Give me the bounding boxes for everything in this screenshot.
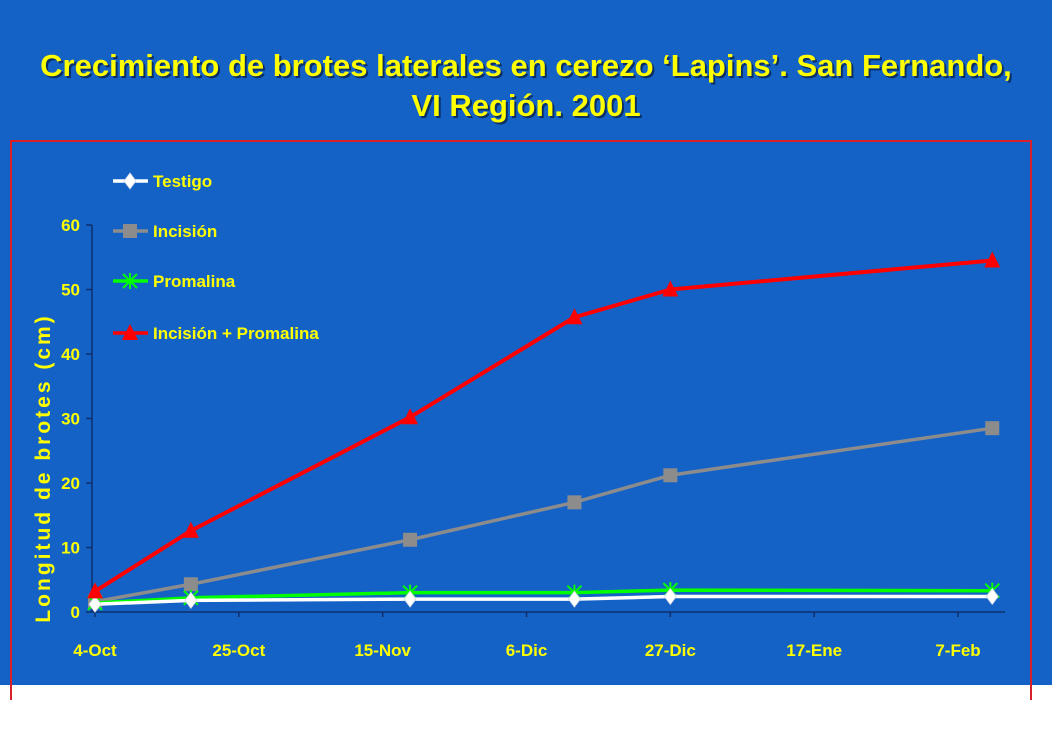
data-point-series-1 [183, 577, 198, 592]
y-tick-label: 40 [61, 345, 80, 364]
y-tick-label: 50 [61, 281, 80, 300]
data-point-series-0 [184, 591, 198, 610]
y-tick-label: 10 [61, 539, 80, 558]
data-point-series-0 [403, 590, 417, 608]
y-axis-title: Longitud de brotes (cm) [32, 313, 55, 622]
y-tick-label: 0 [71, 603, 80, 622]
data-point-series-3 [402, 408, 419, 425]
data-point-series-1 [985, 421, 1000, 436]
data-point-series-0 [985, 587, 999, 606]
legend-marker-2 [122, 273, 138, 289]
legend-label-2: Promalina [153, 272, 236, 291]
x-tick-label: 17-Ene [786, 641, 842, 660]
data-point-series-1 [663, 468, 678, 483]
legend-marker-0 [123, 172, 137, 190]
data-point-series-3 [662, 280, 679, 297]
data-point-series-3 [566, 308, 583, 325]
plot-frame [10, 140, 1032, 700]
data-point-series-1 [567, 495, 582, 510]
data-point-series-0 [567, 590, 581, 608]
x-tick-label: 6-Dic [506, 641, 548, 660]
x-tick-label: 15-Nov [354, 641, 411, 660]
series-line-3 [93, 258, 993, 594]
data-point-series-1 [403, 532, 418, 547]
data-point-series-3 [87, 582, 103, 599]
series-line-1 [94, 426, 993, 604]
x-tick-label: 7-Feb [935, 641, 980, 660]
legend-label-3: Incisión + Promalina [153, 324, 319, 343]
data-point-series-0 [663, 587, 677, 606]
y-tick-label: 60 [61, 216, 80, 235]
x-tick-label: 25-Oct [212, 641, 265, 660]
y-tick-label: 30 [61, 410, 80, 429]
legend-label-1: Incisión [153, 222, 217, 241]
chart-title: Crecimiento de brotes laterales en cerez… [40, 48, 1012, 123]
y-tick-label: 20 [61, 474, 80, 493]
x-tick-label: 4-Oct [73, 641, 117, 660]
slide-background: Crecimiento de brotes laterales en cerez… [0, 0, 1052, 700]
data-point-series-3 [182, 521, 199, 538]
legend-label-0: Testigo [153, 172, 212, 191]
data-point-series-3 [984, 251, 1001, 268]
data-point-series-0 [88, 595, 102, 613]
legend-marker-3 [122, 324, 138, 340]
legend-marker-1 [123, 224, 137, 238]
series-line-2 [94, 588, 993, 605]
x-tick-label: 27-Dic [645, 641, 696, 660]
series-line-0 [94, 594, 993, 607]
